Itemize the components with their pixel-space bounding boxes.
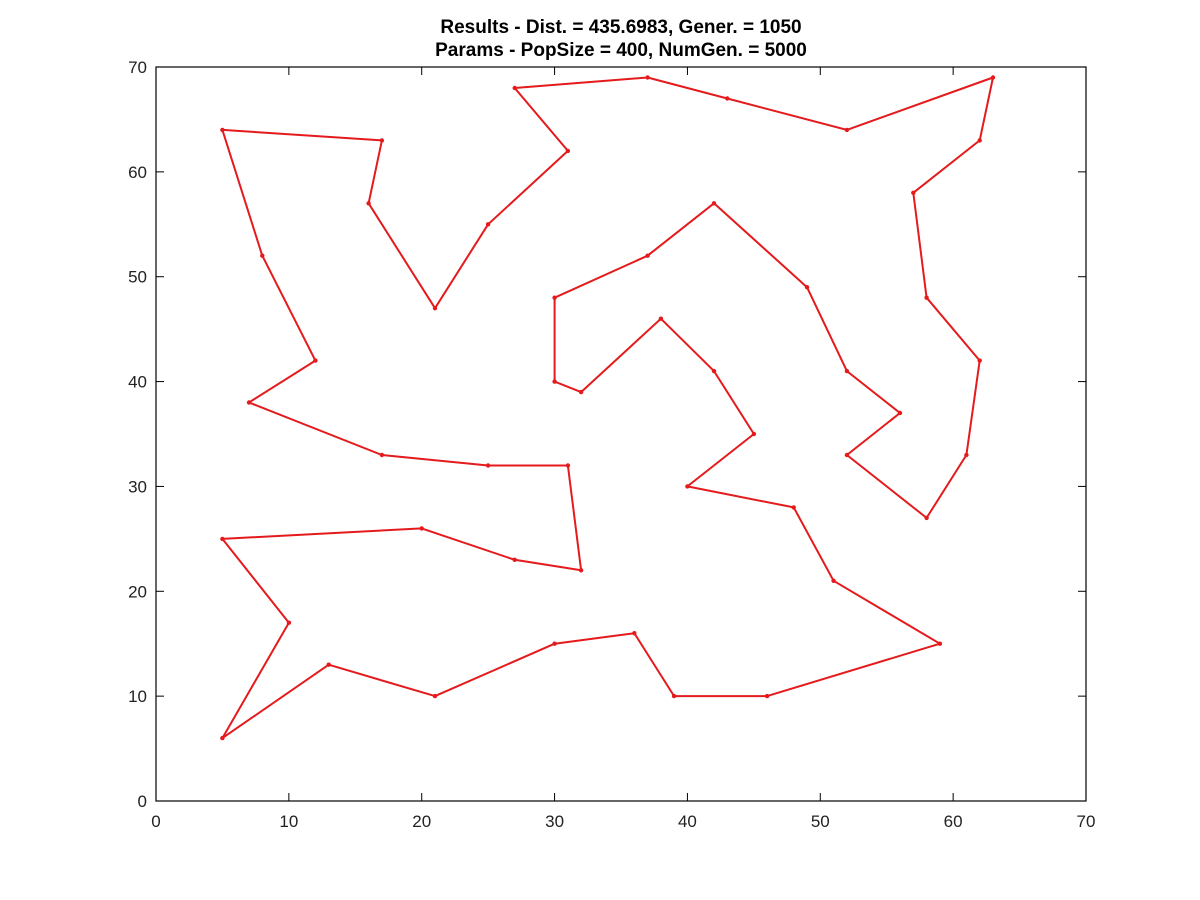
city-point	[977, 358, 982, 363]
y-tick-label: 30	[128, 477, 147, 496]
x-tick-label: 20	[412, 812, 431, 831]
city-point	[937, 641, 943, 646]
y-tick-labels: 0 10 20 30 40 50 60 70	[128, 58, 147, 811]
y-tick-label: 50	[128, 268, 147, 287]
city-point	[725, 96, 730, 101]
city-point	[897, 410, 903, 416]
city-point	[366, 201, 371, 206]
route-line	[221, 76, 994, 740]
city-point	[432, 693, 438, 699]
city-point	[552, 641, 557, 646]
city-point	[844, 452, 850, 458]
city-point	[844, 127, 850, 133]
city-point	[220, 127, 225, 133]
city-point	[645, 253, 650, 258]
x-tick-label: 30	[545, 812, 564, 831]
city-point	[485, 463, 491, 468]
city-point	[313, 358, 318, 363]
x-tick-label: 0	[151, 812, 160, 831]
city-point	[220, 536, 225, 542]
city-point	[578, 389, 584, 395]
city-point	[485, 222, 491, 227]
city-point	[565, 463, 571, 468]
city-point	[671, 693, 677, 699]
x-tick-label: 40	[678, 812, 697, 831]
y-tick-label: 0	[138, 792, 147, 811]
city-point	[964, 452, 969, 458]
y-tick-label: 20	[128, 582, 147, 601]
x-tick-label: 50	[811, 812, 830, 831]
axes-box	[155, 66, 1087, 802]
city-point	[831, 578, 836, 583]
city-point	[512, 85, 517, 91]
x-tick-labels: 0 10 20 30 40 50 60 70	[151, 812, 1095, 831]
x-tick-label: 60	[944, 812, 963, 831]
city-point	[645, 75, 650, 80]
city-point	[804, 285, 810, 290]
city-point	[632, 631, 637, 636]
city-point	[552, 295, 557, 300]
city-point	[260, 253, 265, 258]
city-point	[565, 148, 571, 154]
city-point	[432, 306, 438, 311]
x-tick-label: 10	[279, 812, 298, 831]
city-point	[911, 190, 916, 195]
y-tick-label: 40	[128, 373, 147, 392]
city-point	[379, 138, 385, 143]
city-point	[791, 505, 796, 510]
city-point	[924, 295, 929, 300]
x-tick-label: 70	[1077, 812, 1096, 831]
city-point	[977, 138, 982, 143]
city-point	[286, 620, 292, 625]
city-point	[578, 568, 584, 573]
city-point	[924, 515, 929, 521]
city-point	[751, 431, 757, 437]
city-point	[711, 201, 717, 206]
chart-title: Results - Dist. = 435.6983, Gener. = 105…	[440, 17, 801, 38]
route-layer	[220, 75, 996, 741]
city-point	[379, 452, 385, 458]
plot-area	[156, 67, 1086, 801]
city-point	[844, 368, 850, 374]
y-tick-label: 10	[128, 687, 147, 706]
city-point	[990, 75, 996, 80]
y-tick-label: 70	[128, 58, 147, 77]
city-point	[512, 557, 517, 562]
city-point	[711, 368, 717, 374]
city-point	[326, 662, 331, 667]
city-point	[764, 693, 770, 699]
city-point	[685, 484, 690, 489]
city-point	[658, 316, 664, 321]
y-tick-label: 60	[128, 163, 147, 182]
chart-subtitle: Params - PopSize = 400, NumGen. = 5000	[435, 40, 807, 61]
city-point	[246, 400, 252, 405]
city-point	[552, 379, 557, 384]
city-point	[220, 735, 225, 741]
city-point	[419, 526, 424, 531]
